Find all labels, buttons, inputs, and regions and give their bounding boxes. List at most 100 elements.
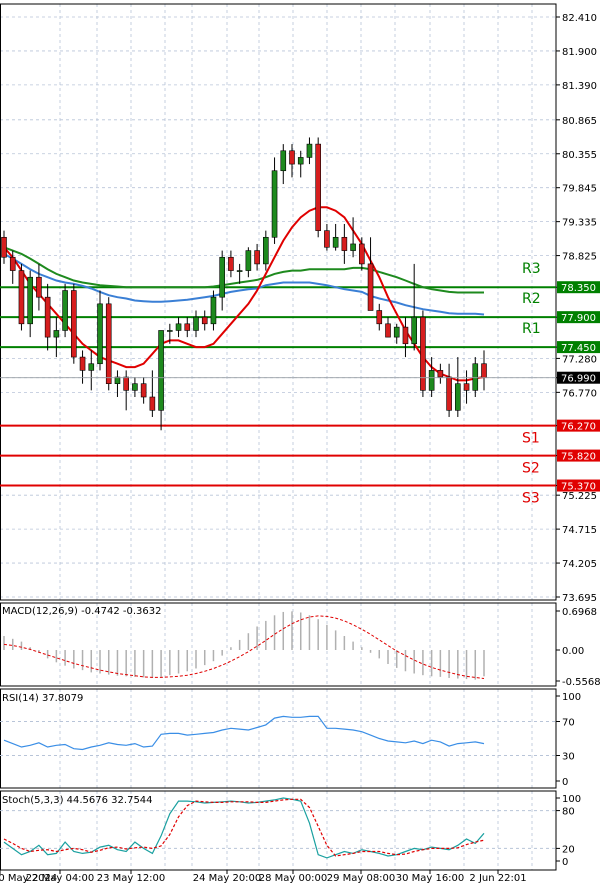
candle-body	[280, 150, 287, 172]
candle-body	[219, 256, 225, 298]
macd-tick-label: -0.5568	[562, 677, 600, 688]
y-tick-label: 79.335	[562, 218, 597, 229]
candle-body	[350, 243, 356, 251]
rsi-tick-label: 70	[562, 718, 575, 729]
candle-body	[123, 376, 129, 391]
candle-body	[9, 256, 16, 271]
x-tick-label: 20 May 2024	[0, 873, 57, 884]
level-tag-label: 78.350	[561, 283, 596, 294]
candle-body	[455, 383, 461, 411]
candle-body	[71, 290, 77, 358]
candle-body	[114, 376, 121, 385]
candle-body	[201, 316, 208, 325]
x-tick-label: 22 May 04:00	[26, 873, 95, 884]
rsi-tick-label: 0	[562, 777, 568, 788]
candle-body	[18, 270, 25, 325]
macd-signal-line	[3, 615, 485, 679]
level-tag-label: 75.820	[561, 452, 596, 463]
y-tick-label: 80.355	[562, 150, 597, 161]
axes: 82.410 81.900 81.390 80.865 80.355 79.845 79.3…	[0, 13, 600, 884]
candle-body	[428, 370, 435, 391]
candle-body	[332, 236, 339, 248]
level-tag-r2	[557, 311, 600, 324]
candle-body	[420, 316, 426, 391]
level-tag-label: 77.900	[561, 313, 596, 324]
current-price-tag	[557, 371, 600, 384]
candle-body	[341, 236, 348, 251]
candle-body	[437, 370, 444, 378]
candle-body	[263, 236, 269, 265]
candle-body	[367, 263, 374, 311]
candle-body	[236, 270, 243, 272]
stoch-panel	[0, 797, 556, 859]
candle-body	[271, 170, 278, 238]
x-tick-label: 29 May 08:00	[327, 873, 396, 884]
stoch-d-line	[3, 798, 485, 857]
x-tick-label: 2 Jun 22:01	[469, 873, 526, 884]
candle-body	[210, 296, 217, 325]
candle-body	[1, 236, 7, 258]
level-name-s3: S3	[522, 491, 540, 507]
panel-frame-3	[0, 790, 557, 871]
candle-body	[481, 363, 487, 379]
x-tick-label: 23 May 12:00	[97, 873, 166, 884]
candle-body	[402, 326, 409, 345]
stoch-tick-label: 100	[562, 794, 581, 805]
price-panel: R3 R2 R1 S1 S2 S3	[0, 137, 556, 507]
candle-body	[359, 243, 365, 265]
candle-body	[376, 310, 383, 325]
candle-body	[79, 356, 86, 371]
candle-body	[306, 143, 313, 158]
x-tick-label: 24 May 20:00	[193, 873, 262, 884]
level-tag-label: 76.270	[561, 422, 596, 433]
level-tag-s3	[557, 479, 600, 492]
panel-frame-1	[0, 602, 557, 687]
panel-frame-0	[0, 3, 557, 601]
candle-body	[158, 330, 164, 411]
x-tick-label: 30 May 16:00	[396, 873, 465, 884]
stoch-k-line	[3, 797, 485, 859]
stoch-tick-label: 0	[562, 857, 568, 868]
rsi-label: RSI(14) 37.8079	[2, 693, 83, 704]
candle-body	[324, 230, 330, 248]
y-tick-label: 75.225	[562, 491, 597, 502]
ma-mid-line	[3, 253, 485, 316]
y-tick-label: 80.865	[562, 116, 597, 127]
y-tick-label: 74.715	[562, 525, 597, 536]
candle-body	[385, 323, 391, 338]
candle-body	[132, 383, 138, 391]
level-name-s1: S1	[522, 431, 540, 447]
level-name-r1: R1	[522, 321, 541, 337]
candle-body	[297, 157, 304, 165]
candle-body	[254, 250, 260, 265]
candle-body	[315, 143, 321, 231]
level-name-r3: R3	[522, 261, 541, 277]
candle-body	[36, 276, 42, 298]
macd-tick-label: 0.6968	[562, 607, 597, 618]
candle-body	[53, 330, 60, 338]
candle-body	[289, 150, 295, 165]
y-tick-label: 73.695	[562, 593, 597, 604]
level-name-s2: S2	[522, 461, 540, 477]
level-tag-label: 75.370	[561, 482, 596, 493]
rsi-tick-label: 100	[562, 692, 581, 703]
candle-body	[245, 250, 252, 271]
candle-body	[393, 326, 400, 338]
rsi-panel	[0, 715, 556, 756]
candle-body	[140, 383, 147, 398]
x-tick-label: 28 May 00:00	[259, 873, 328, 884]
y-tick-label: 74.205	[562, 559, 597, 570]
candle-body	[228, 256, 234, 271]
candle-body	[105, 303, 112, 385]
y-tick-label: 81.390	[562, 81, 597, 92]
candle-body	[463, 383, 470, 391]
macd-panel	[3, 611, 485, 680]
candle-body	[184, 323, 191, 331]
candle-body	[62, 290, 68, 331]
y-tick-label: 82.410	[562, 13, 597, 24]
y-tick-label: 77.280	[562, 354, 597, 365]
panel-frame-2	[0, 688, 557, 789]
level-tag-s1	[557, 419, 600, 432]
candle-body	[175, 323, 182, 331]
y-tick-label: 78.825	[562, 252, 597, 263]
